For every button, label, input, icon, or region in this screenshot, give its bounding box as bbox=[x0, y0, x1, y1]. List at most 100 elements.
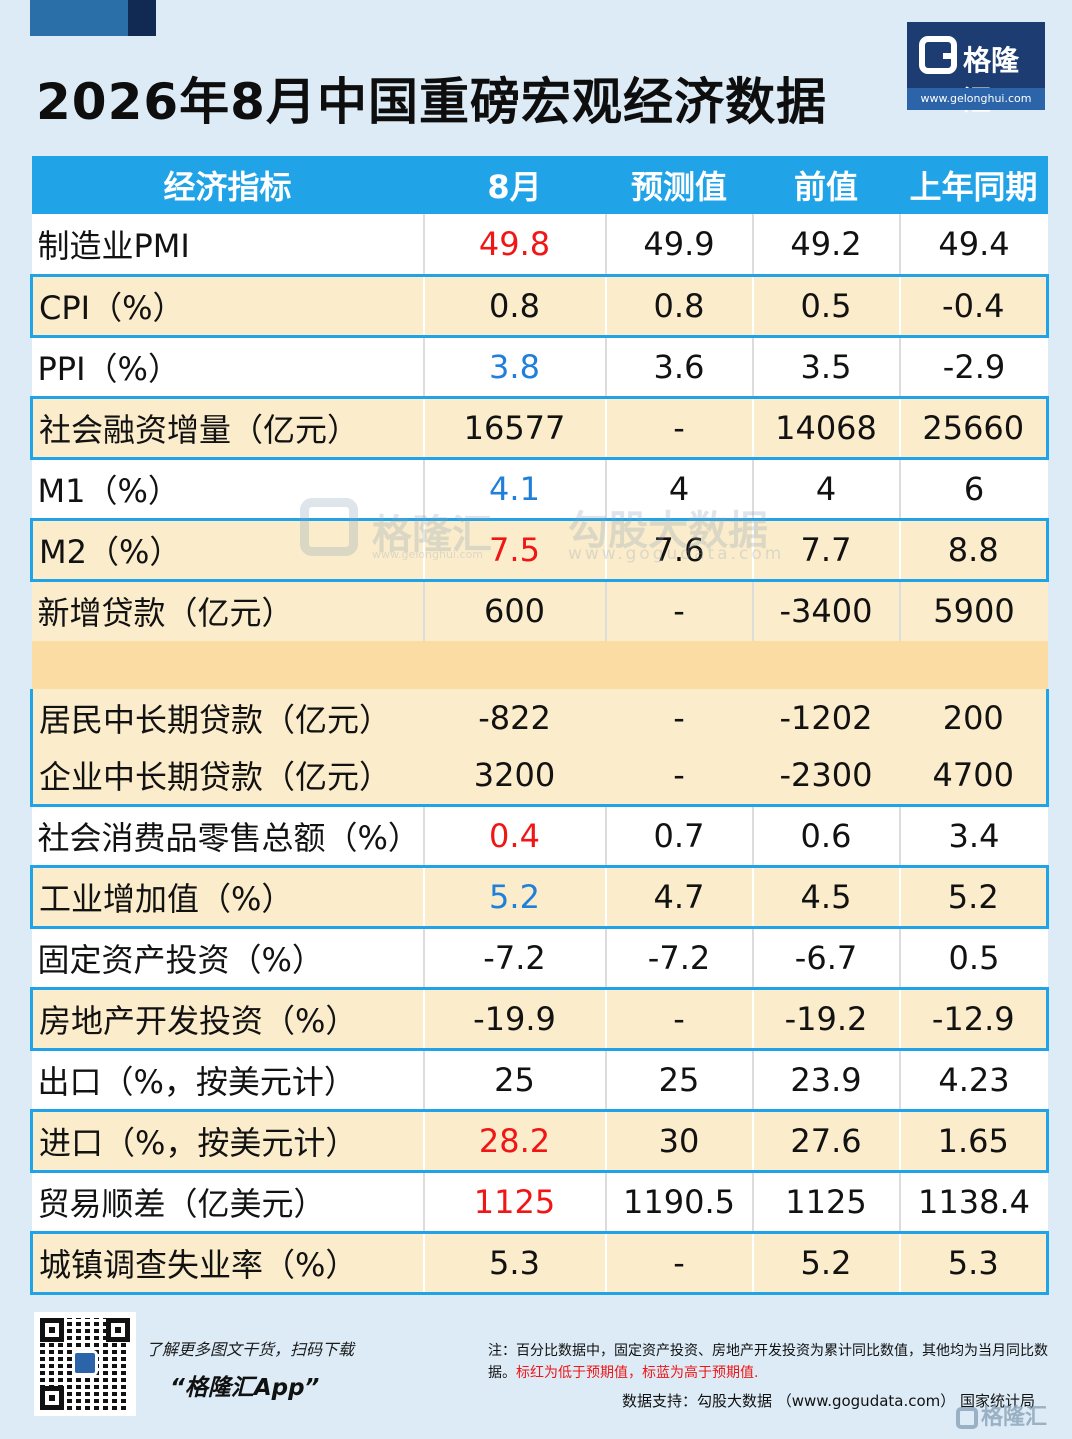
table-row: 社会融资增量（亿元） 16577-14068 25660 bbox=[30, 395, 1049, 460]
table-row: 社会消费品零售总额（%） 0.4 0.7 0.6 3.4 bbox=[31, 805, 1048, 866]
table-row: 出口（%，按美元计） 25 25 23.9 4.23 bbox=[31, 1049, 1048, 1110]
value-cell: -2300 bbox=[752, 747, 901, 807]
value-cell: - bbox=[605, 689, 754, 747]
value-cell: -6.7 bbox=[752, 927, 901, 988]
page-title: 2026年8月中国重磅宏观经济数据 bbox=[36, 73, 827, 131]
qr-logo-icon bbox=[72, 1350, 98, 1376]
current-value-cell: 0.8 bbox=[423, 273, 607, 338]
row-label: 固定资产投资（%） bbox=[31, 927, 425, 988]
value-cell: -0.4 bbox=[899, 273, 1049, 338]
value-cell: 5.2 bbox=[752, 1230, 901, 1295]
column-header: 经济指标 bbox=[31, 156, 424, 214]
table-row: CPI（%） 0.8 0.8 0.5 -0.4 bbox=[30, 273, 1049, 338]
current-value-cell: 5.2 bbox=[423, 864, 607, 929]
promo-app-name: “格隆汇App” bbox=[170, 1375, 320, 1401]
qr-finder-top-right bbox=[106, 1318, 130, 1342]
value-cell: 1.65 bbox=[899, 1108, 1049, 1173]
value-cell: 8.8 bbox=[899, 517, 1049, 582]
value-cell: 6 bbox=[899, 458, 1048, 519]
qr-finder-bottom-left bbox=[40, 1386, 64, 1410]
value-cell: 0.7 bbox=[605, 805, 754, 866]
value-cell: 0.5 bbox=[899, 927, 1048, 988]
value-cell: 5.2 bbox=[899, 864, 1049, 929]
qr-finder-top-left bbox=[40, 1318, 64, 1342]
value-cell: 49.2 bbox=[752, 214, 901, 275]
value-cell: 3.4 bbox=[899, 805, 1048, 866]
watermark-url-gogudata: www.gogudata.com bbox=[568, 544, 785, 564]
value-cell: - bbox=[605, 747, 754, 807]
value-cell: 49.9 bbox=[605, 214, 754, 275]
current-value-cell: 1125 bbox=[423, 1171, 607, 1232]
row-label: 出口（%，按美元计） bbox=[31, 1049, 425, 1110]
corner-logo-icon bbox=[956, 1407, 978, 1429]
current-value-cell: 3.8 bbox=[423, 336, 607, 397]
value-cell: 14068 bbox=[752, 395, 901, 460]
top-accent-bar bbox=[30, 0, 156, 36]
row-label: 进口（%，按美元计） bbox=[30, 1108, 425, 1173]
table-row: 城镇调查失业率（%） 5.3-5.2 5.3 bbox=[30, 1230, 1049, 1295]
current-value-cell: 7.5 bbox=[423, 517, 607, 582]
footnote-highlight: 标红为低于预期值，标蓝为高于预期值. bbox=[516, 1365, 759, 1381]
value-cell: -7.2 bbox=[605, 927, 754, 988]
current-value-cell: 25 bbox=[423, 1049, 607, 1110]
brand-logo: 格隆汇 www.gelonghui.com bbox=[907, 22, 1045, 117]
table-row: M2（%） 7.5 7.6 7.7 8.8 bbox=[30, 517, 1049, 582]
value-cell: 4.7 bbox=[605, 864, 754, 929]
logo-g-icon bbox=[919, 36, 957, 74]
table-row: 居民中长期贷款（亿元） -822- -1202 200 bbox=[30, 689, 1049, 747]
value-cell: - bbox=[605, 1230, 754, 1295]
column-header: 上年同期 bbox=[899, 156, 1048, 214]
table-header-row: 经济指标 8月 预测值 前值 上年同期 bbox=[31, 156, 1048, 214]
value-cell: 1138.4 bbox=[899, 1171, 1048, 1232]
logo-url: www.gelonghui.com bbox=[907, 88, 1045, 110]
row-label: 企业中长期贷款（亿元） bbox=[30, 747, 425, 807]
value-cell: -2.9 bbox=[899, 336, 1048, 397]
value-cell: -19.2 bbox=[752, 986, 901, 1051]
qr-code[interactable] bbox=[34, 1312, 136, 1416]
value-cell: 23.9 bbox=[752, 1049, 901, 1110]
column-header: 8月 bbox=[423, 156, 606, 214]
value-cell: 30 bbox=[605, 1108, 754, 1173]
table-row: 贸易顺差（亿美元） 1125 1190.5 1125 1138.4 bbox=[31, 1171, 1048, 1232]
current-value-cell: 4.1 bbox=[423, 458, 607, 519]
footnote-text: 注：百分比数据中，固定资产投资、房地产开发投资为累计同比数值，其他均为当月同比数… bbox=[488, 1343, 1048, 1381]
watermark-text-gelonghui: 格隆汇 bbox=[372, 512, 492, 558]
value-cell: -1202 bbox=[752, 689, 901, 747]
value-cell: 4700 bbox=[899, 747, 1049, 807]
macro-data-table: 经济指标 8月 预测值 前值 上年同期 制造业PMI 49.8 49.9 49.2 49.4 CP… bbox=[30, 156, 1049, 1295]
row-label: 贸易顺差（亿美元） bbox=[31, 1171, 425, 1232]
column-header: 前值 bbox=[752, 156, 900, 214]
value-cell: - bbox=[605, 986, 754, 1051]
table-row: M1（%） 4.1 4 4 6 bbox=[31, 458, 1048, 519]
current-value-cell: -7.2 bbox=[423, 927, 607, 988]
row-label: M2（%） bbox=[30, 517, 425, 582]
row-label: 房地产开发投资（%） bbox=[30, 986, 425, 1051]
value-cell: 3.6 bbox=[605, 336, 754, 397]
table-row: 工业增加值（%） 5.2 4.7 4.5 5.2 bbox=[30, 864, 1049, 929]
section-separator bbox=[31, 641, 1048, 689]
value-cell: -12.9 bbox=[899, 986, 1049, 1051]
current-value-cell: 28.2 bbox=[423, 1108, 607, 1173]
table-row: 新增贷款（亿元） 600- -3400 5900 bbox=[31, 580, 1048, 641]
value-cell: 49.4 bbox=[899, 214, 1048, 275]
current-value-cell: 16577 bbox=[423, 395, 607, 460]
data-table-container: 经济指标 8月 预测值 前值 上年同期 制造业PMI 49.8 49.9 49.2 49.4 CP… bbox=[30, 156, 1049, 1295]
table-row: PPI（%） 3.8 3.6 3.5 -2.9 bbox=[31, 336, 1048, 397]
column-header: 预测值 bbox=[605, 156, 753, 214]
row-label: 社会融资增量（亿元） bbox=[30, 395, 425, 460]
table-row: 进口（%，按美元计） 28.2 30 27.6 1.65 bbox=[30, 1108, 1049, 1173]
row-label: 社会消费品零售总额（%） bbox=[31, 805, 425, 866]
corner-logo-text: 格隆汇 bbox=[981, 1405, 1048, 1430]
current-value-cell: -19.9 bbox=[423, 986, 607, 1051]
row-label: 居民中长期贷款（亿元） bbox=[30, 689, 425, 747]
value-cell: 4 bbox=[752, 458, 901, 519]
value-cell: 1125 bbox=[752, 1171, 901, 1232]
value-cell: 0.6 bbox=[752, 805, 901, 866]
value-cell: 25 bbox=[605, 1049, 754, 1110]
value-cell: 4.23 bbox=[899, 1049, 1048, 1110]
watermark-text-gogudata: 勾股大数据 bbox=[568, 508, 768, 554]
current-value-cell: 5.3 bbox=[423, 1230, 607, 1295]
watermark-logo-icon bbox=[300, 498, 358, 556]
value-cell: 25660 bbox=[899, 395, 1049, 460]
current-value-cell: 600 bbox=[423, 580, 607, 641]
